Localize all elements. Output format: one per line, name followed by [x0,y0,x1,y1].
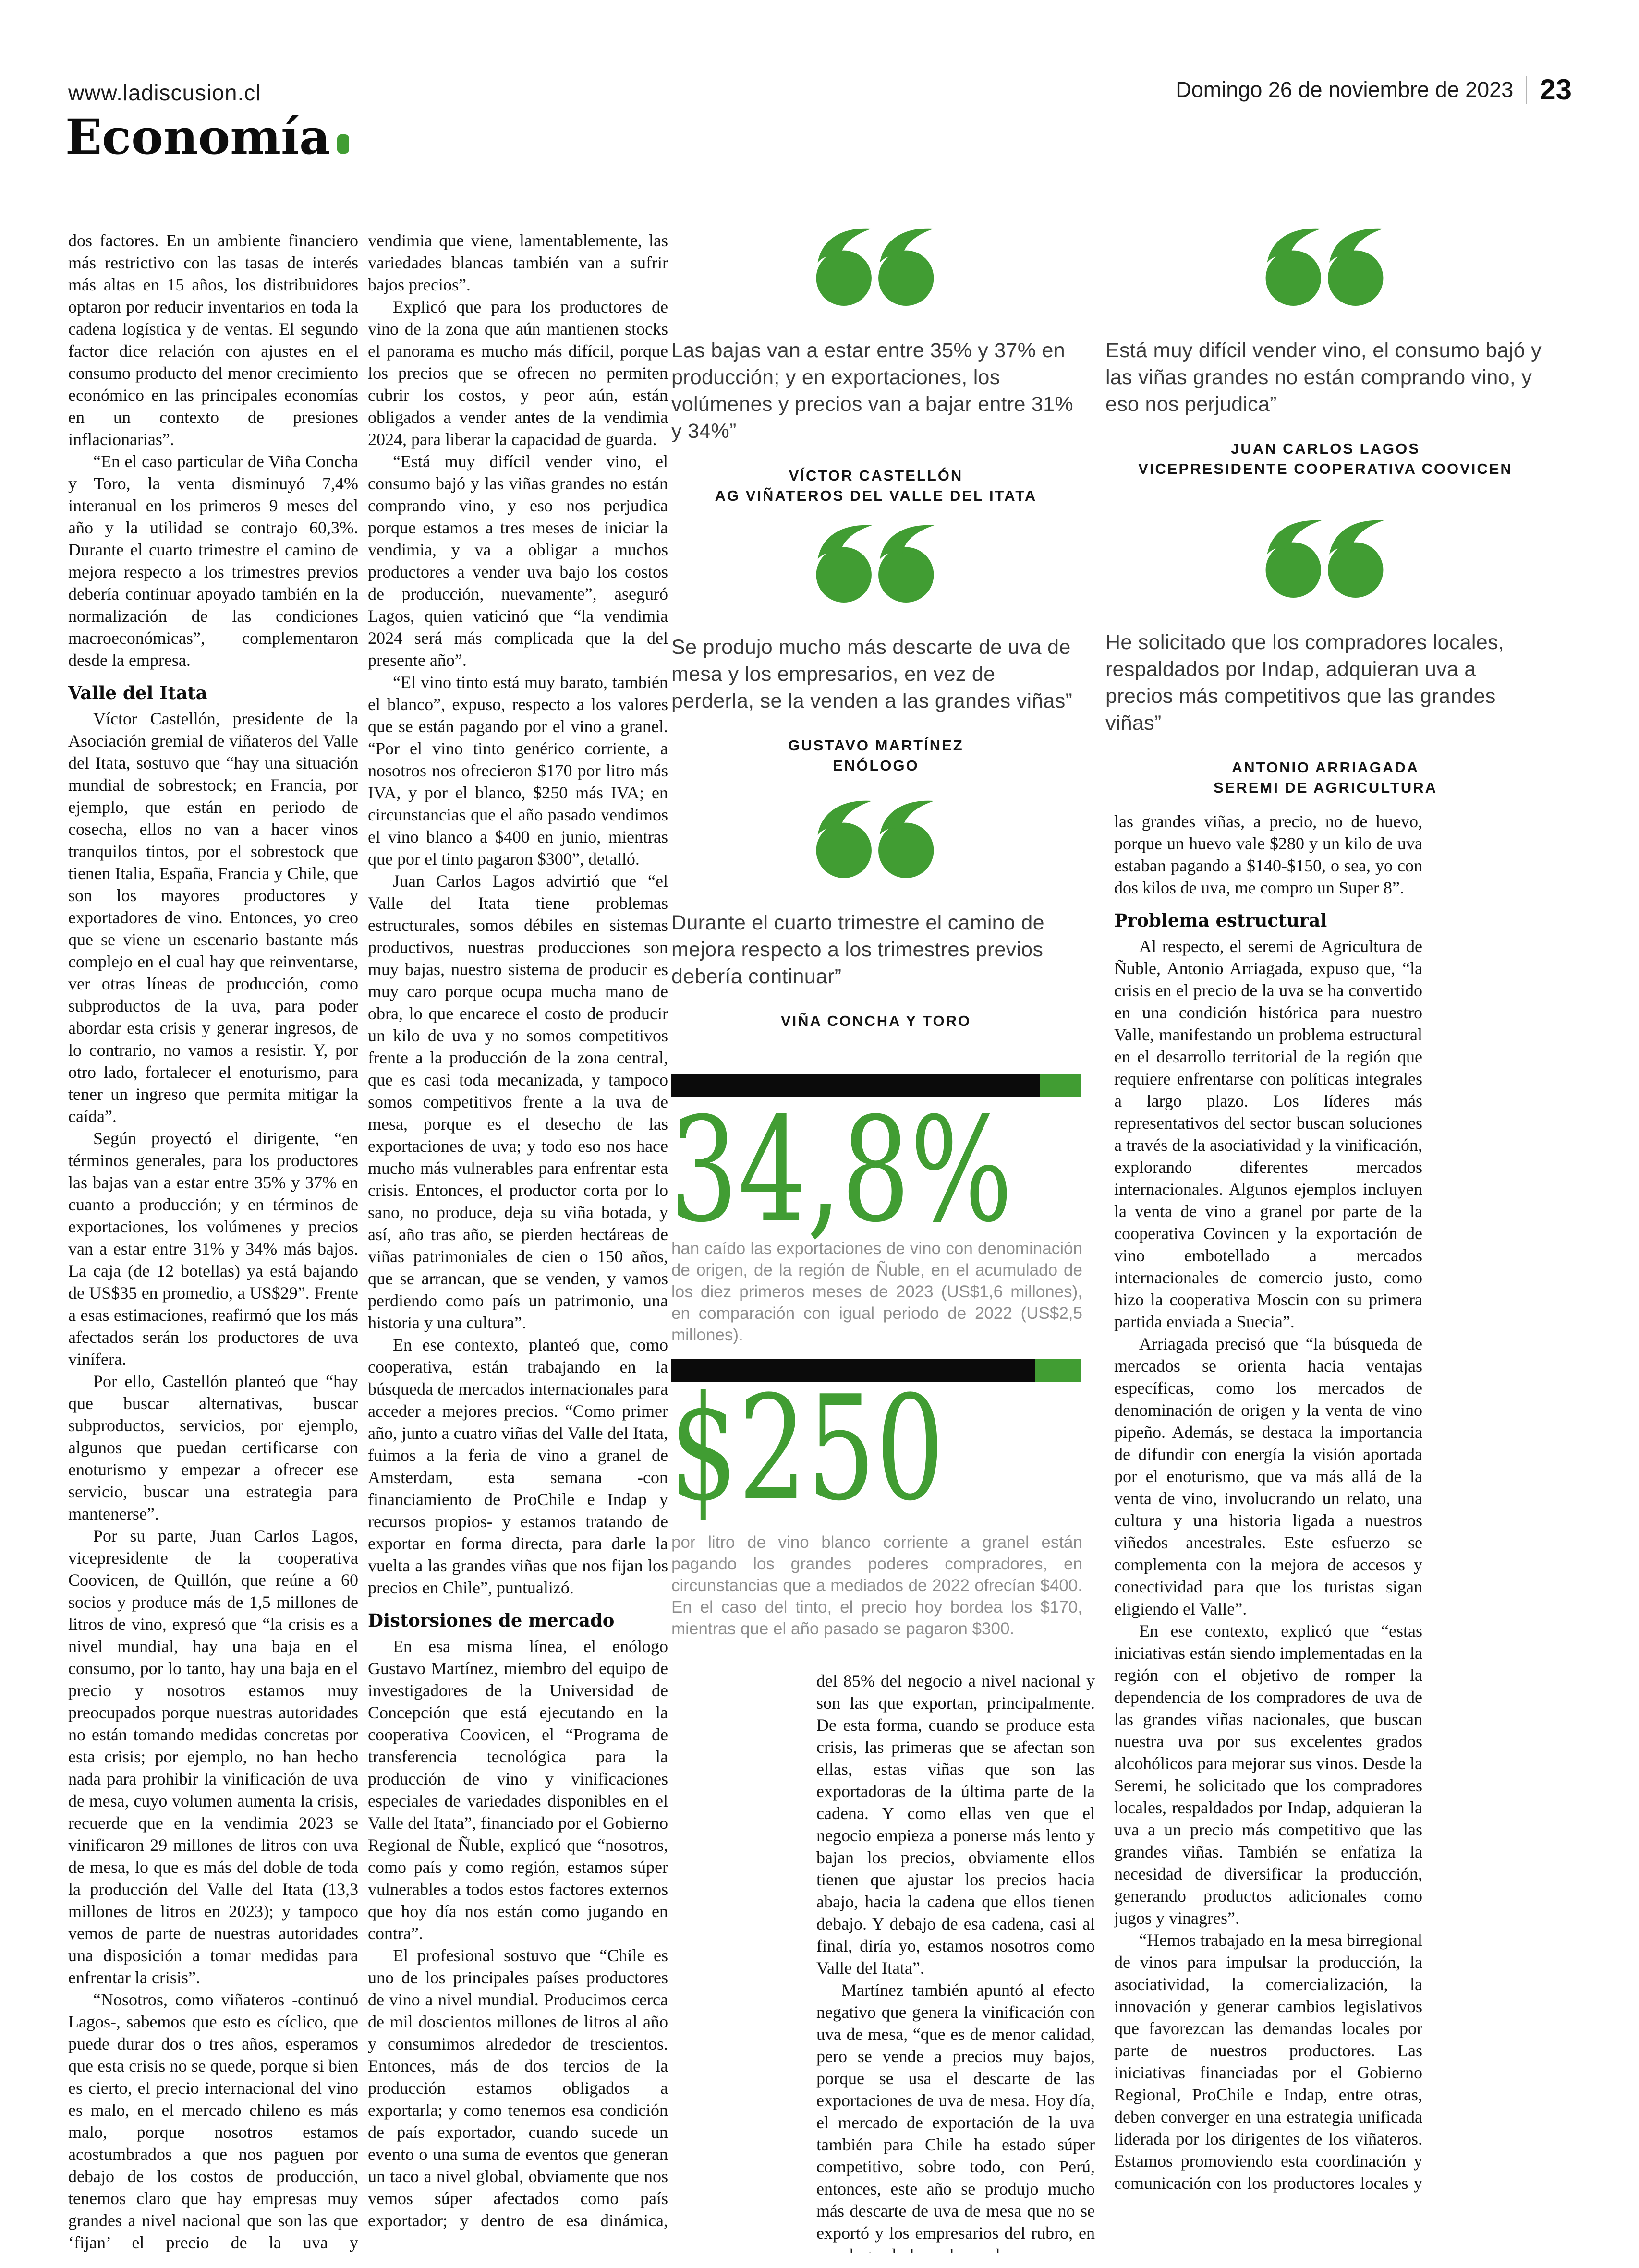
section-title: Economía [65,109,330,165]
stat-bar [671,1359,1081,1382]
stat-bar-black [671,1359,1036,1382]
paragraph: Martínez también apuntó al efecto negati… [816,1980,1095,2253]
paragraph: “El vino tinto está muy barato, también … [368,673,668,869]
quote-attribution-role: VICEPRESIDENTE COOPERATIVA COOVICEN [1138,460,1513,477]
paragraph: Explicó que para los productores de vino… [368,297,668,449]
stat-bar-green [1039,1074,1081,1097]
section-masthead: Economía [65,109,349,165]
quote-text: Se produjo mucho más descarte de uva de … [671,636,1073,712]
paragraph: dos factores. En un ambiente financiero … [68,231,358,449]
paragraph: En esa misma línea, el enólogo Gustavo M… [368,1637,668,1943]
stat-value: $250 [669,1365,945,1532]
pull-quote-lagos: Está muy difícil vender vino, el consumo… [1105,225,1545,479]
quote-text: Durante el cuarto trimestre el camino de… [671,911,1044,988]
header-divider [1526,75,1528,104]
pull-quote-arriagada: He solicitado que los compradores locale… [1105,517,1545,798]
paragraph: “Está muy difícil vender vino, el consum… [368,452,668,670]
site-url: www.ladiscusion.cl [68,80,261,105]
paragraph: En ese contexto, explicó que “estas inic… [1114,1621,1422,1928]
stat-bar [671,1074,1081,1097]
quote-attribution: VIÑA CONCHA Y TORO [671,1011,1081,1031]
quote-attribution: VÍCTOR CASTELLÓN AG VIÑATEROS DEL VALLE … [671,466,1081,506]
quote-icon [671,521,1081,604]
quote-icon [1105,225,1545,307]
quote-attribution: JUAN CARLOS LAGOS VICEPRESIDENTE COOPERA… [1105,439,1545,479]
article-column-3: del 85% del negocio a nivel nacional y s… [816,1670,1095,2253]
paragraph: del 85% del negocio a nivel nacional y s… [816,1671,1095,1978]
paragraph: Juan Carlos Lagos advirtió que “el Valle… [368,871,668,1332]
paragraph: “Nosotros, como viñateros -continuó Lago… [68,1990,358,2252]
paragraph: Por su parte, Juan Carlos Lagos, vicepre… [68,1526,358,1987]
header-right: Domingo 26 de noviembre de 2023 23 [1176,73,1572,106]
paragraph: Víctor Castellón, presidente de la Asoci… [68,709,358,1126]
paragraph: vendimia que viene, lamentablemente, las… [368,231,668,294]
quote-icon [1105,517,1545,599]
subhead-problema-estructural: Problema estructural [1114,910,1327,931]
pull-quote-castellon: Las bajas van a estar entre 35% y 37% en… [671,225,1081,506]
subhead-distorsiones-de-mercado: Distorsiones de mercado [368,1610,615,1631]
quote-text: Está muy difícil vender vino, el consumo… [1105,339,1542,416]
paragraph: Arriagada precisó que “la búsqueda de me… [1114,1334,1422,1618]
quote-attribution-role: ENÓLOGO [833,757,919,774]
quote-attribution-role: AG VIÑATEROS DEL VALLE DEL ITATA [715,487,1037,504]
quote-attribution-name: VIÑA CONCHA Y TORO [780,1013,971,1029]
article-column-4: las grandes viñas, a precio, no de huevo… [1114,810,1422,2193]
paragraph: las grandes viñas, a precio, no de huevo… [1114,812,1422,897]
quote-text: He solicitado que los compradores locale… [1105,631,1505,735]
quote-attribution-name: VÍCTOR CASTELLÓN [789,467,963,484]
paragraph: “Hemos trabajado en la mesa birregional … [1114,1930,1422,2193]
page-date: Domingo 26 de noviembre de 2023 [1176,77,1514,102]
quote-icon [671,797,1081,880]
stat-bar-green [1035,1359,1081,1382]
stat-value: 34,8% [669,1086,1013,1254]
paragraph: Por ello, Castellón planteó que “hay que… [68,1372,358,1523]
page-number: 23 [1540,73,1572,106]
quote-text: Las bajas van a estar entre 35% y 37% en… [671,339,1073,443]
paragraph: En ese contexto, planteó que, como coope… [368,1335,668,1597]
stat-caption: han caído las exportaciones de vino con … [671,1239,1082,1344]
paragraph: Según proyectó el dirigente, “en término… [68,1129,358,1369]
stat-caption: por litro de vino blanco corriente a gra… [671,1533,1082,1638]
masthead-dot-icon [337,134,349,154]
quote-attribution: GUSTAVO MARTÍNEZ ENÓLOGO [671,736,1081,776]
article-column-1: dos factores. En un ambiente financiero … [68,229,358,2253]
paragraph: El profesional sostuvo que “Chile es uno… [368,1946,668,2236]
stat-bar-black [671,1074,1040,1097]
quote-attribution-name: JUAN CARLOS LAGOS [1231,440,1420,457]
paragraph: “En el caso particular de Viña Concha y … [68,452,358,670]
paragraph: Al respecto, el seremi de Agricultura de… [1114,937,1422,1331]
article-column-2: vendimia que viene, lamentablemente, las… [368,229,668,2236]
pull-quote-concha-y-toro: Durante el cuarto trimestre el camino de… [671,797,1081,1031]
quote-attribution: ANTONIO ARRIAGADA SEREMI DE AGRICULTURA [1105,758,1545,798]
quote-attribution-name: ANTONIO ARRIAGADA [1231,759,1420,776]
quote-attribution-role: SEREMI DE AGRICULTURA [1214,779,1437,796]
pull-quote-martinez: Se produjo mucho más descarte de uva de … [671,521,1081,776]
quote-attribution-name: GUSTAVO MARTÍNEZ [788,737,964,754]
subhead-valle-del-itata: Valle del Itata [68,682,207,703]
quote-icon [671,225,1081,307]
